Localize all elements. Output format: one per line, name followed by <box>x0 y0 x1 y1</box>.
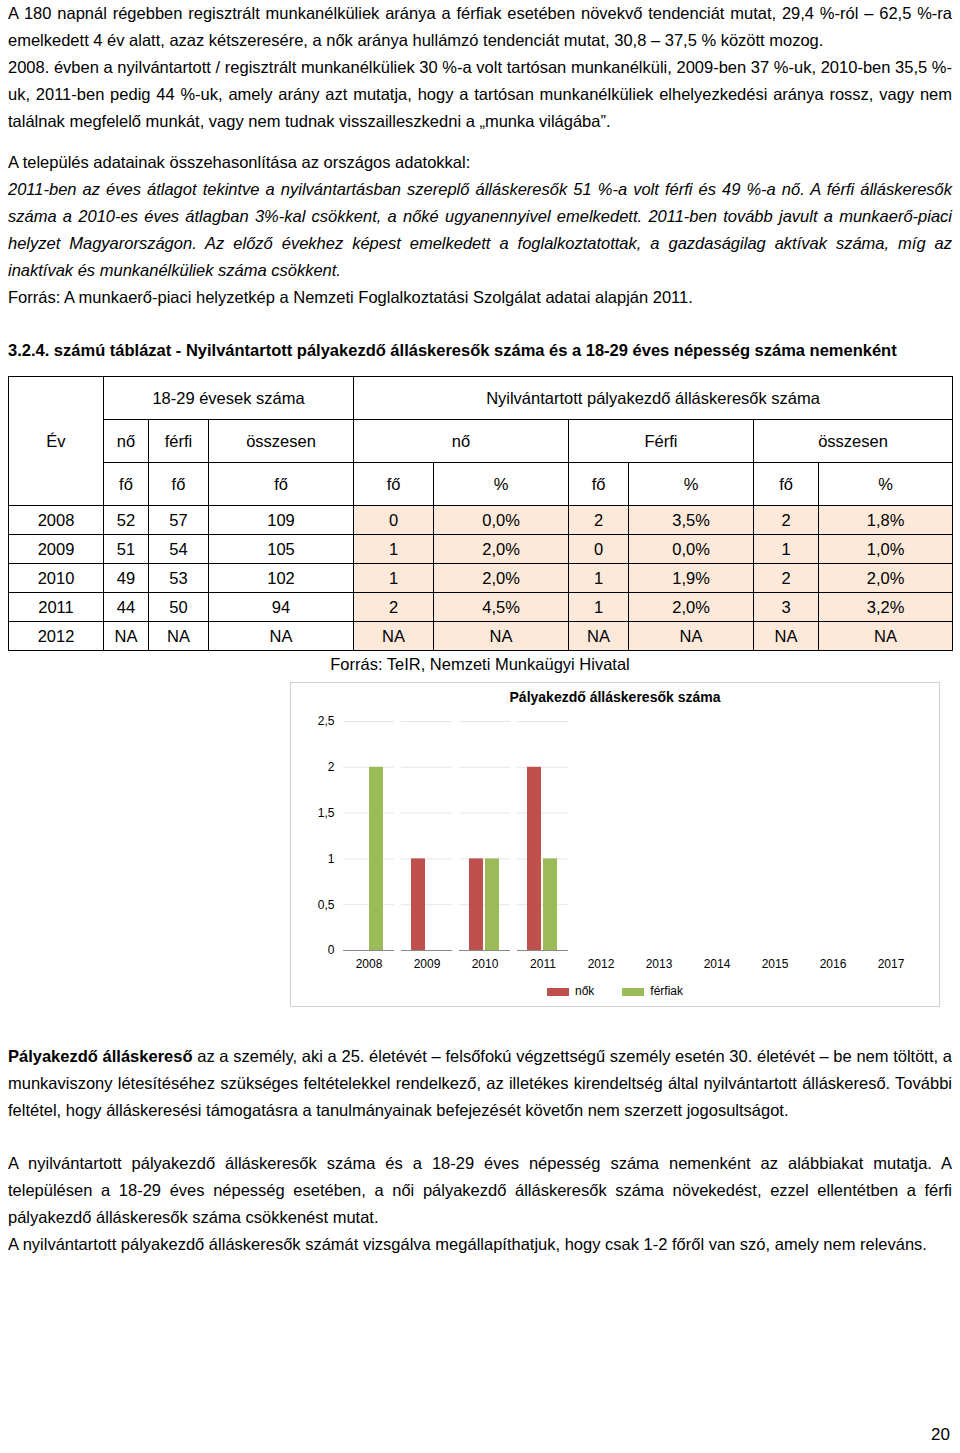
svg-text:2008: 2008 <box>356 957 383 971</box>
html-text:2009: 2009 <box>37 539 75 558</box>
html-text:1: 1 <box>593 568 604 587</box>
html-text:3,2%: 3,2% <box>866 597 905 616</box>
html-text:18-29 évesek száma: 18-29 évesek száma <box>152 388 305 407</box>
html-text:53: 53 <box>169 568 188 587</box>
html-text:3: 3 <box>781 597 791 616</box>
html-text:NA: NA <box>382 626 405 645</box>
html-text:nő: nő <box>116 431 136 450</box>
html-text:1: 1 <box>388 568 399 587</box>
html-text:Pályakezdő álláskeresők száma: Pályakezdő álláskeresők száma <box>509 689 721 705</box>
html-text:109: 109 <box>267 510 295 529</box>
html-text:NA: NA <box>679 626 703 645</box>
html-text:fő: fő <box>779 474 793 493</box>
html-text:1,8%: 1,8% <box>866 510 905 529</box>
html-text:2,0%: 2,0% <box>866 568 905 587</box>
html-text:0,0%: 0,0% <box>672 539 710 558</box>
html-text:NA: NA <box>874 626 897 645</box>
html-text:44: 44 <box>116 597 136 616</box>
html-text:102: 102 <box>267 568 295 587</box>
html-text:Forrás: TeIR, Nemzeti Munkaügy: Forrás: TeIR, Nemzeti Munkaügyi Hivatal <box>330 655 630 673</box>
html-text:4,5%: 4,5% <box>482 597 520 616</box>
html-text:A nyilvántartott pályakezdő ál: A nyilvántartott pályakezdő álláskeresők… <box>8 1154 952 1226</box>
html-text:2008: 2008 <box>37 510 75 529</box>
html-text:Forrás: A munkaerő-piaci helyz: Forrás: A munkaerő-piaci helyzetkép a Ne… <box>8 288 693 306</box>
html-text:nő: nő <box>451 431 471 450</box>
html-text:fő: fő <box>386 474 401 493</box>
svg-text:2015: 2015 <box>762 957 789 971</box>
svg-text:2016: 2016 <box>820 957 847 971</box>
html-text:fő: fő <box>171 474 186 493</box>
html-text:2011-ben az éves átlagot tekin: 2011-ben az éves átlagot tekintve a nyil… <box>8 180 952 279</box>
html-text:NA: NA <box>489 626 513 645</box>
html-text:0: 0 <box>593 539 604 558</box>
html-text:1,9%: 1,9% <box>672 568 710 587</box>
html-text:Pályakezdő álláskereső az a sz: Pályakezdő álláskereső az a személy, aki… <box>8 1047 952 1119</box>
html-text:A település adatainak összehas: A település adatainak összehasonlítása a… <box>8 153 471 171</box>
html-text:2,0%: 2,0% <box>672 597 710 616</box>
html-text:20: 20 <box>931 1425 950 1444</box>
html-text:férfiak: férfiak <box>650 984 683 998</box>
html-text:2011: 2011 <box>38 597 74 616</box>
html-text:105: 105 <box>267 539 295 558</box>
svg-text:2012: 2012 <box>588 957 615 971</box>
svg-text:2013: 2013 <box>646 957 673 971</box>
html-text:A nyilvántartott pályakezdő ál: A nyilvántartott pályakezdő álláskeresők… <box>8 1235 927 1253</box>
html-text:NA: NA <box>269 626 293 645</box>
html-text:2,0%: 2,0% <box>482 539 520 558</box>
html-text:fő: fő <box>119 474 133 493</box>
html-text:0,0%: 0,0% <box>482 510 520 529</box>
html-text:NA: NA <box>774 626 798 645</box>
svg-text:2: 2 <box>328 760 335 774</box>
svg-text:2010: 2010 <box>472 957 499 971</box>
html-text:Férfi: Férfi <box>644 431 678 450</box>
svg-text:2,5: 2,5 <box>318 714 335 728</box>
html-text:49: 49 <box>116 568 136 587</box>
html-text:Nyilvántartott pályakezdő állá: Nyilvántartott pályakezdő álláskeresők s… <box>486 388 820 407</box>
html-text:fő: fő <box>274 474 288 493</box>
html-text:51: 51 <box>116 539 136 558</box>
svg-text:2014: 2014 <box>704 957 731 971</box>
html-text:A 180 napnál régebben regisztr: A 180 napnál régebben regisztrált munkan… <box>8 4 952 49</box>
svg-text:2011: 2011 <box>530 957 556 971</box>
html-text:2,0%: 2,0% <box>482 568 520 587</box>
html-text:NA: NA <box>587 626 610 645</box>
html-text:0: 0 <box>388 510 399 529</box>
html-text:50: 50 <box>169 597 188 616</box>
html-text:1,0%: 1,0% <box>866 539 905 558</box>
svg-text:2017: 2017 <box>878 957 905 971</box>
html-text:2010: 2010 <box>37 568 75 587</box>
html-text:3,5%: 3,5% <box>672 510 710 529</box>
html-text:2: 2 <box>593 510 604 529</box>
svg-text:0: 0 <box>328 943 335 957</box>
html-text:52: 52 <box>116 510 136 529</box>
svg-text:2009: 2009 <box>414 957 441 971</box>
html-text:1: 1 <box>781 539 791 558</box>
html-text:1: 1 <box>593 597 604 616</box>
html-text:NA: NA <box>114 626 138 645</box>
html-text:2: 2 <box>781 568 791 587</box>
html-text:2: 2 <box>388 597 399 616</box>
html-text:NA: NA <box>167 626 190 645</box>
html-text:1: 1 <box>388 539 399 558</box>
html-text:54: 54 <box>169 539 188 558</box>
html-text:férfi: férfi <box>164 431 193 450</box>
svg-text:0,5: 0,5 <box>318 898 335 912</box>
html-text:3.2.4. számú táblázat - Nyilvá: 3.2.4. számú táblázat - Nyilvántartott p… <box>8 341 897 359</box>
html-text:összesen: összesen <box>818 431 888 450</box>
html-text:94: 94 <box>271 597 291 616</box>
svg-text:1,5: 1,5 <box>318 806 335 820</box>
html-text:fő: fő <box>591 474 606 493</box>
html-text:2012: 2012 <box>37 626 75 645</box>
html-text:2008. évben a nyilvántartott /: 2008. évben a nyilvántartott / regisztrá… <box>8 58 952 130</box>
svg-text:1: 1 <box>328 852 335 866</box>
html-text:Év: Év <box>46 431 66 450</box>
html-text:összesen: összesen <box>246 431 316 450</box>
html-text:2: 2 <box>781 510 791 529</box>
html-text:57: 57 <box>169 510 188 529</box>
html-text:nők: nők <box>575 984 595 998</box>
